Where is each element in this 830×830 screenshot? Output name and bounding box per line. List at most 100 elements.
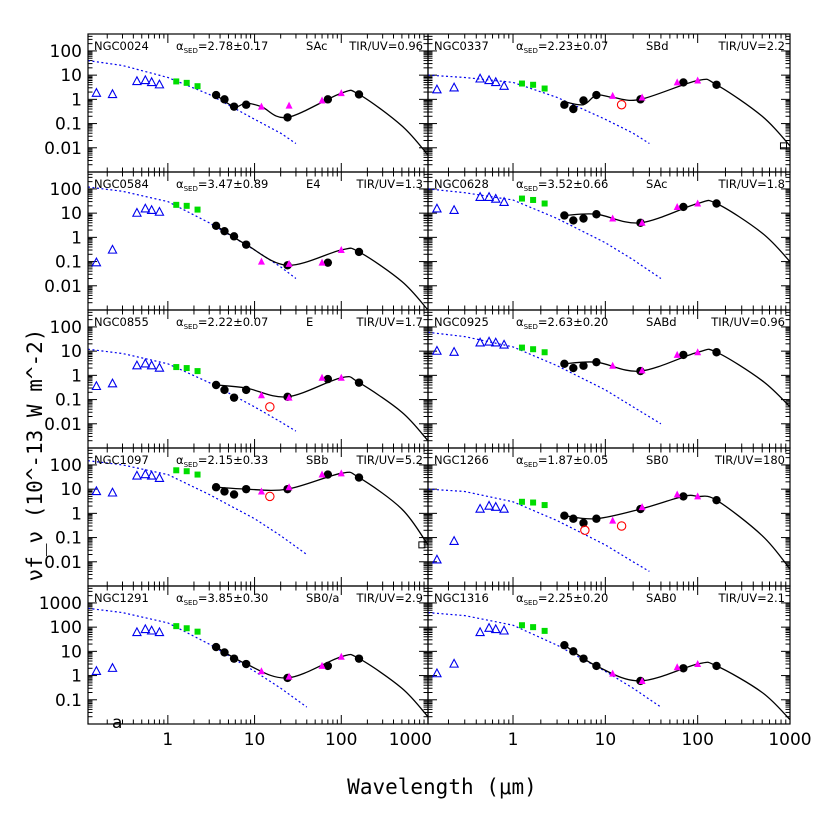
mir-point <box>283 113 292 122</box>
stellar-model-line <box>88 607 308 708</box>
x-tick-label: 1 <box>508 730 519 750</box>
panel-morph-type: SB0/a <box>306 591 339 605</box>
stellar-model-line <box>428 612 662 708</box>
nir-point <box>183 625 190 632</box>
panel-tir-uv: TIR/UV=2.1 <box>718 591 786 605</box>
y-tick-label: 0.01 <box>44 553 82 573</box>
uv-optical-point <box>431 83 442 94</box>
uv-optical-point <box>140 203 151 213</box>
panel-ngc0628: NGC0628 αSED=3.52±0.66 SAc TIR/UV=1.8 <box>427 171 791 311</box>
panel-ticks <box>88 33 429 173</box>
iras-point <box>285 672 293 680</box>
stellar-model-line <box>88 348 297 432</box>
stellar-model-line <box>428 331 662 425</box>
mir-point <box>211 642 221 652</box>
panel-tir-uv: TIR/UV=1.3 <box>356 177 424 191</box>
iras-point <box>318 258 326 266</box>
panel-tir-uv: TIR/UV=1.8 <box>718 177 786 191</box>
nir-point <box>194 471 201 478</box>
red-open-point <box>265 491 275 502</box>
panel-data <box>88 60 428 156</box>
mir-point <box>220 385 229 395</box>
panel-alpha: αSED=2.78±0.17 <box>176 39 268 55</box>
uv-optical-point <box>107 88 118 99</box>
submm-point <box>418 541 426 549</box>
mir-point <box>323 661 333 671</box>
iras-point <box>673 202 681 210</box>
mir-point <box>560 359 569 369</box>
iras-point <box>694 348 702 356</box>
y-tick-label: 0.01 <box>44 277 82 297</box>
uv-optical-point <box>131 207 142 217</box>
x-tick-label: 100 <box>325 730 357 750</box>
stellar-model-line <box>88 460 308 555</box>
red-open-point <box>265 402 275 412</box>
uv-optical-point <box>499 503 510 513</box>
uv-optical-point <box>107 244 118 254</box>
iras-point <box>694 199 702 207</box>
panel-ngc0024: 100 10 1 0.1 0.01 NGC0024 αSED=2.78±0.17 SAc TIR… <box>44 33 429 173</box>
uv-optical-point <box>146 76 157 87</box>
uv-optical-point <box>431 203 442 213</box>
uv-optical-point <box>484 74 495 85</box>
mir-point <box>579 96 588 105</box>
mir-point <box>592 661 601 671</box>
nir-point <box>518 622 525 629</box>
mir-point <box>354 654 364 663</box>
iras-point <box>638 676 646 684</box>
nir-point <box>183 468 190 475</box>
mir-point <box>211 380 221 390</box>
panel-data <box>88 348 428 442</box>
nir-point <box>173 364 180 371</box>
panel-frame <box>427 309 791 449</box>
mir-point <box>220 487 229 496</box>
sed-model-line <box>215 646 428 718</box>
mir-point <box>211 483 221 492</box>
uv-optical-point <box>484 191 495 201</box>
y-axis-title: νf_ν (10^-13 W m^-2) <box>23 329 47 582</box>
panel-alpha: αSED=2.15±0.33 <box>176 453 268 469</box>
nir-point <box>194 368 201 375</box>
mir-point <box>323 258 333 267</box>
y-tick-label: 0.01 <box>44 415 82 435</box>
y-tick-label: 0.1 <box>55 115 82 135</box>
iras-point <box>609 669 617 677</box>
nir-point <box>530 196 537 203</box>
panel-alpha: αSED=2.23±0.07 <box>516 39 608 55</box>
nir-point <box>530 624 537 631</box>
mir-point <box>354 378 364 387</box>
uv-optical-point <box>449 346 460 356</box>
nir-point <box>518 344 525 351</box>
mir-point <box>679 664 688 673</box>
mir-point <box>592 514 601 523</box>
panel-frame <box>427 33 791 173</box>
mir-point <box>229 490 239 499</box>
mir-point <box>229 393 239 402</box>
iras-point <box>257 487 265 495</box>
panel-frame <box>87 309 429 449</box>
mir-point <box>560 511 569 520</box>
panel-ticks <box>88 309 429 449</box>
panel-data <box>428 331 790 425</box>
iras-point <box>638 503 646 511</box>
panel-alpha: αSED=1.87±0.05 <box>516 453 608 469</box>
iras-point <box>285 393 293 401</box>
stellar-model-line <box>428 488 650 572</box>
mir-point <box>592 90 601 100</box>
iras-point <box>609 361 617 369</box>
uv-optical-point <box>499 625 510 635</box>
iras-point <box>318 470 326 478</box>
nir-point <box>518 195 525 202</box>
iras-point <box>337 469 345 477</box>
panel-data <box>88 460 428 555</box>
uv-optical-point <box>490 193 501 203</box>
mir-point <box>220 95 229 104</box>
mir-point <box>241 484 251 494</box>
uv-optical-point <box>490 337 501 347</box>
panel-tir-uv: TIR/UV=2.9 <box>356 591 424 605</box>
iras-point <box>318 96 326 104</box>
mir-point <box>679 78 688 87</box>
mir-point <box>560 211 569 220</box>
iras-point <box>694 76 702 84</box>
uv-optical-point <box>140 623 151 634</box>
